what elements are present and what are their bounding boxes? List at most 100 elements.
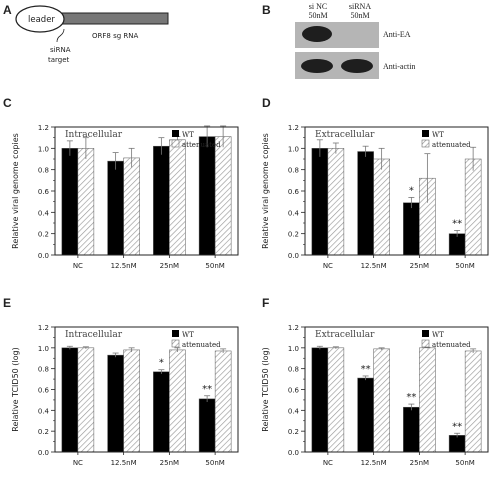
legend-label-attenuated: attenuated bbox=[182, 141, 221, 149]
x-tick-label: NC bbox=[323, 459, 333, 467]
bar-attenuated bbox=[327, 347, 345, 453]
significance-mark: ** bbox=[202, 384, 212, 395]
bar-wt bbox=[61, 347, 79, 453]
legend-label-wt: WT bbox=[182, 331, 194, 339]
plot-frame bbox=[54, 326, 239, 453]
panel-letter-c: C bbox=[3, 96, 12, 110]
panel-letter-d: D bbox=[262, 96, 271, 110]
chart-title: Extracellular bbox=[315, 330, 375, 340]
plot-frame bbox=[304, 326, 489, 453]
y-tick-label: 0.8 bbox=[288, 167, 299, 175]
antibody-label-actin: Anti-actin bbox=[383, 62, 416, 71]
y-tick-label: 0.0 bbox=[38, 449, 49, 457]
y-tick-label: 0.4 bbox=[288, 209, 300, 217]
panel-letter-b: B bbox=[262, 3, 271, 17]
bar-wt bbox=[107, 354, 124, 453]
sirna-target-bracket bbox=[56, 28, 65, 43]
x-tick-label: 12.5nM bbox=[361, 262, 387, 270]
legend-label-wt: WT bbox=[432, 131, 444, 139]
chart-e-intracellular-tcid50: 0.0 0.2 0.4 0.6 0.8 1.0 1.2 NC 12.5nM * 25nM ** 50nM… bbox=[11, 324, 239, 467]
y-tick-label: 0.2 bbox=[288, 231, 299, 239]
y-tick-label: 0.2 bbox=[38, 428, 49, 436]
y-tick-label: 0.2 bbox=[288, 428, 299, 436]
x-tick-label: 12.5nM bbox=[111, 459, 137, 467]
bar-wt bbox=[403, 202, 420, 256]
x-tick-label: 25nM bbox=[160, 262, 179, 270]
x-tick-label: 12.5nM bbox=[111, 262, 137, 270]
bar-attenuated bbox=[327, 148, 345, 256]
lane-label-si-nc: si NC 50nM bbox=[298, 2, 338, 20]
chart-d-extracellular-genome: 0.0 0.2 0.4 0.6 0.8 1.0 1.2 NC 12.5nM * 25nM ** 50nM… bbox=[261, 124, 489, 270]
y-tick-label: 0.6 bbox=[288, 387, 300, 395]
plot-frame bbox=[54, 126, 239, 256]
legend-label-attenuated: attenuated bbox=[432, 341, 471, 349]
bar-attenuated bbox=[123, 157, 140, 256]
bar-attenuated bbox=[169, 349, 186, 453]
bar-attenuated bbox=[77, 148, 95, 256]
bar-wt bbox=[198, 136, 216, 256]
bar-wt bbox=[311, 347, 329, 453]
y-tick-label: 0.4 bbox=[38, 209, 50, 217]
y-axis-label: Relative viral genome copies bbox=[11, 133, 20, 249]
panel-letter-a: A bbox=[3, 3, 12, 17]
bar-attenuated bbox=[373, 348, 390, 453]
y-tick-label: 0.0 bbox=[288, 252, 299, 260]
x-tick-label: NC bbox=[73, 459, 83, 467]
bar-attenuated bbox=[464, 350, 482, 453]
band-ea-si-nc bbox=[302, 26, 332, 42]
legend-swatch-attenuated bbox=[421, 139, 430, 148]
legend-label-wt: WT bbox=[182, 131, 194, 139]
x-tick-label: NC bbox=[323, 262, 333, 270]
y-tick-label: 1.0 bbox=[288, 145, 299, 153]
bar-attenuated bbox=[77, 347, 95, 453]
y-tick-label: 0.6 bbox=[38, 188, 50, 196]
lane-label-sirna-line1: siRNA bbox=[348, 2, 372, 11]
y-tick-label: 1.0 bbox=[38, 145, 49, 153]
y-tick-label: 1.2 bbox=[38, 324, 49, 332]
y-tick-label: 0.4 bbox=[38, 407, 50, 415]
orf8-label: ORF8 sg RNA bbox=[92, 32, 138, 40]
legend-swatch-wt bbox=[422, 130, 429, 137]
leader-ellipse bbox=[15, 5, 65, 33]
significance-mark: ** bbox=[452, 421, 462, 432]
legend-swatch-attenuated bbox=[171, 139, 180, 148]
bar-attenuated bbox=[169, 139, 186, 256]
lane-label-si-nc-line2: 50nM bbox=[308, 11, 328, 20]
y-tick-label: 0.8 bbox=[38, 167, 49, 175]
bar-wt bbox=[357, 377, 374, 453]
band-actin-sirna bbox=[341, 59, 373, 73]
bar-wt bbox=[448, 435, 466, 453]
y-tick-label: 1.2 bbox=[288, 124, 299, 132]
chart-title: Intracellular bbox=[65, 330, 123, 340]
chart-title: Intracellular bbox=[65, 130, 123, 140]
legend-label-attenuated: attenuated bbox=[182, 341, 221, 349]
bar-wt bbox=[61, 148, 79, 256]
x-tick-label: 25nM bbox=[410, 262, 429, 270]
bar-attenuated bbox=[373, 158, 390, 256]
y-axis-label: Relative TCID50 (log) bbox=[11, 347, 20, 432]
significance-mark: ** bbox=[361, 364, 371, 375]
bar-wt bbox=[153, 145, 170, 256]
y-tick-label: 0.0 bbox=[288, 449, 299, 457]
bar-wt bbox=[153, 371, 170, 453]
y-tick-label: 0.6 bbox=[288, 188, 300, 196]
legend-label-wt: WT bbox=[432, 331, 444, 339]
y-tick-label: 1.0 bbox=[38, 345, 49, 353]
y-axis-label: Relative TCID50 (log) bbox=[261, 347, 270, 432]
y-tick-label: 0.8 bbox=[38, 366, 49, 374]
bar-attenuated bbox=[464, 158, 482, 256]
x-tick-label: 25nM bbox=[410, 459, 429, 467]
legend-swatch-wt bbox=[172, 130, 179, 137]
bar-wt bbox=[311, 148, 329, 256]
bar-attenuated bbox=[419, 347, 436, 453]
leader-label: leader bbox=[28, 15, 55, 25]
y-tick-label: 0.0 bbox=[38, 252, 49, 260]
panel-letter-f: F bbox=[262, 296, 270, 310]
sirna-target-label-line2: target bbox=[48, 56, 70, 64]
x-tick-label: 50nM bbox=[455, 459, 474, 467]
y-tick-label: 1.2 bbox=[38, 124, 49, 132]
bar-wt bbox=[357, 151, 374, 256]
lane-label-sirna-line2: 50nM bbox=[350, 11, 370, 20]
orf8-sgrna-bar bbox=[57, 12, 169, 25]
y-axis-label: Relative viral genome copies bbox=[261, 133, 270, 249]
